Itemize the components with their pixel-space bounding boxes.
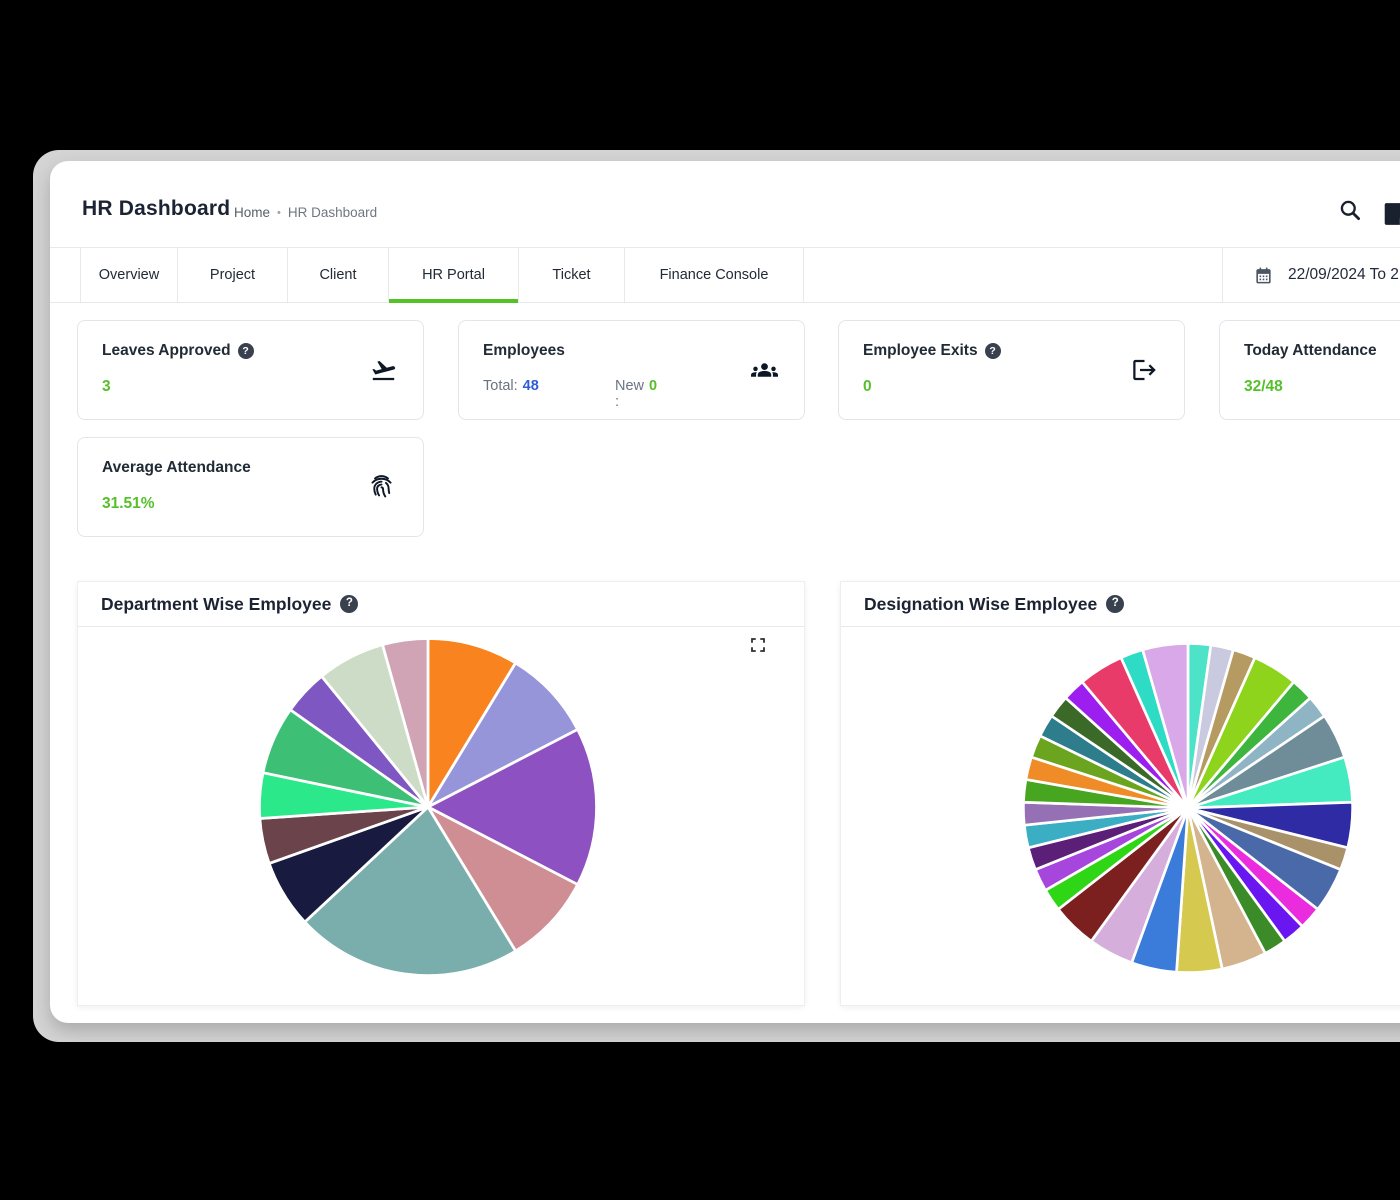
tab-bar: Overview Project Client HR Portal Ticket… xyxy=(50,247,1400,303)
fingerprint-icon xyxy=(366,472,397,503)
employees-new-label: New : xyxy=(615,378,645,410)
department-chart-title: Department Wise Employee xyxy=(101,593,332,614)
employee-exits-title: Employee Exits xyxy=(863,342,978,359)
breadcrumb-separator: • xyxy=(277,206,281,219)
designation-chart-title: Designation Wise Employee xyxy=(864,593,1098,614)
today-attendance-title: Today Attendance xyxy=(1244,342,1377,359)
tab-ticket[interactable]: Ticket xyxy=(518,248,624,302)
employee-exits-value: 0 xyxy=(863,378,872,395)
people-group-icon xyxy=(751,357,778,384)
plane-takeoff-icon xyxy=(370,357,397,384)
exit-arrow-icon xyxy=(1131,357,1158,384)
employees-new-value: 0 xyxy=(649,378,658,394)
expand-icon[interactable] xyxy=(749,636,767,654)
average-attendance-value: 31.51% xyxy=(102,495,155,512)
help-icon[interactable]: ? xyxy=(1106,595,1125,613)
page-title: HR Dashboard xyxy=(82,197,231,220)
search-icon[interactable] xyxy=(1338,198,1362,222)
tab-client[interactable]: Client xyxy=(287,248,388,302)
help-icon[interactable]: ? xyxy=(237,343,254,359)
designation-pie-chart[interactable] xyxy=(1020,640,1356,976)
leaves-approved-title: Leaves Approved xyxy=(102,342,231,359)
card-employees: Employees Total: 48 New : 0 xyxy=(458,320,805,420)
breadcrumb-home[interactable]: Home xyxy=(234,205,271,220)
leaves-approved-value: 3 xyxy=(102,378,111,395)
tabs: Overview Project Client HR Portal Ticket… xyxy=(80,248,804,303)
tab-finance-console[interactable]: Finance Console xyxy=(624,248,804,302)
tab-project[interactable]: Project xyxy=(177,248,287,302)
date-range-picker[interactable]: 22/09/2024 To 2 xyxy=(1222,248,1400,302)
department-pie-chart[interactable] xyxy=(256,635,600,979)
calendar-icon xyxy=(1254,266,1273,285)
panel-designation-wise: Designation Wise Employee ? xyxy=(840,581,1400,1006)
employees-title: Employees xyxy=(483,342,565,359)
tab-hr-portal[interactable]: HR Portal xyxy=(388,248,518,303)
employees-total-label: Total: xyxy=(483,378,518,394)
header: HR Dashboard Home • HR Dashboard xyxy=(50,161,1400,247)
help-icon[interactable]: ? xyxy=(340,595,359,613)
dashboard-window: HR Dashboard Home • HR Dashboard Overvie… xyxy=(50,161,1400,1023)
breadcrumb: Home • HR Dashboard xyxy=(234,205,377,220)
note-icon[interactable] xyxy=(1382,201,1400,225)
card-leaves-approved: Leaves Approved ? 3 xyxy=(77,320,424,420)
employees-total-value: 48 xyxy=(522,378,539,394)
tab-overview[interactable]: Overview xyxy=(80,248,177,302)
card-average-attendance: Average Attendance 31.51% xyxy=(77,437,424,537)
date-range-text: 22/09/2024 To 2 xyxy=(1288,266,1399,283)
help-icon[interactable]: ? xyxy=(984,343,1001,359)
today-attendance-value: 32/48 xyxy=(1244,378,1283,395)
breadcrumb-current: HR Dashboard xyxy=(287,205,378,220)
card-employee-exits: Employee Exits ? 0 xyxy=(838,320,1185,420)
card-today-attendance: Today Attendance 32/48 xyxy=(1219,320,1400,420)
average-attendance-title: Average Attendance xyxy=(102,459,251,476)
panel-department-wise: Department Wise Employee ? xyxy=(77,581,805,1006)
